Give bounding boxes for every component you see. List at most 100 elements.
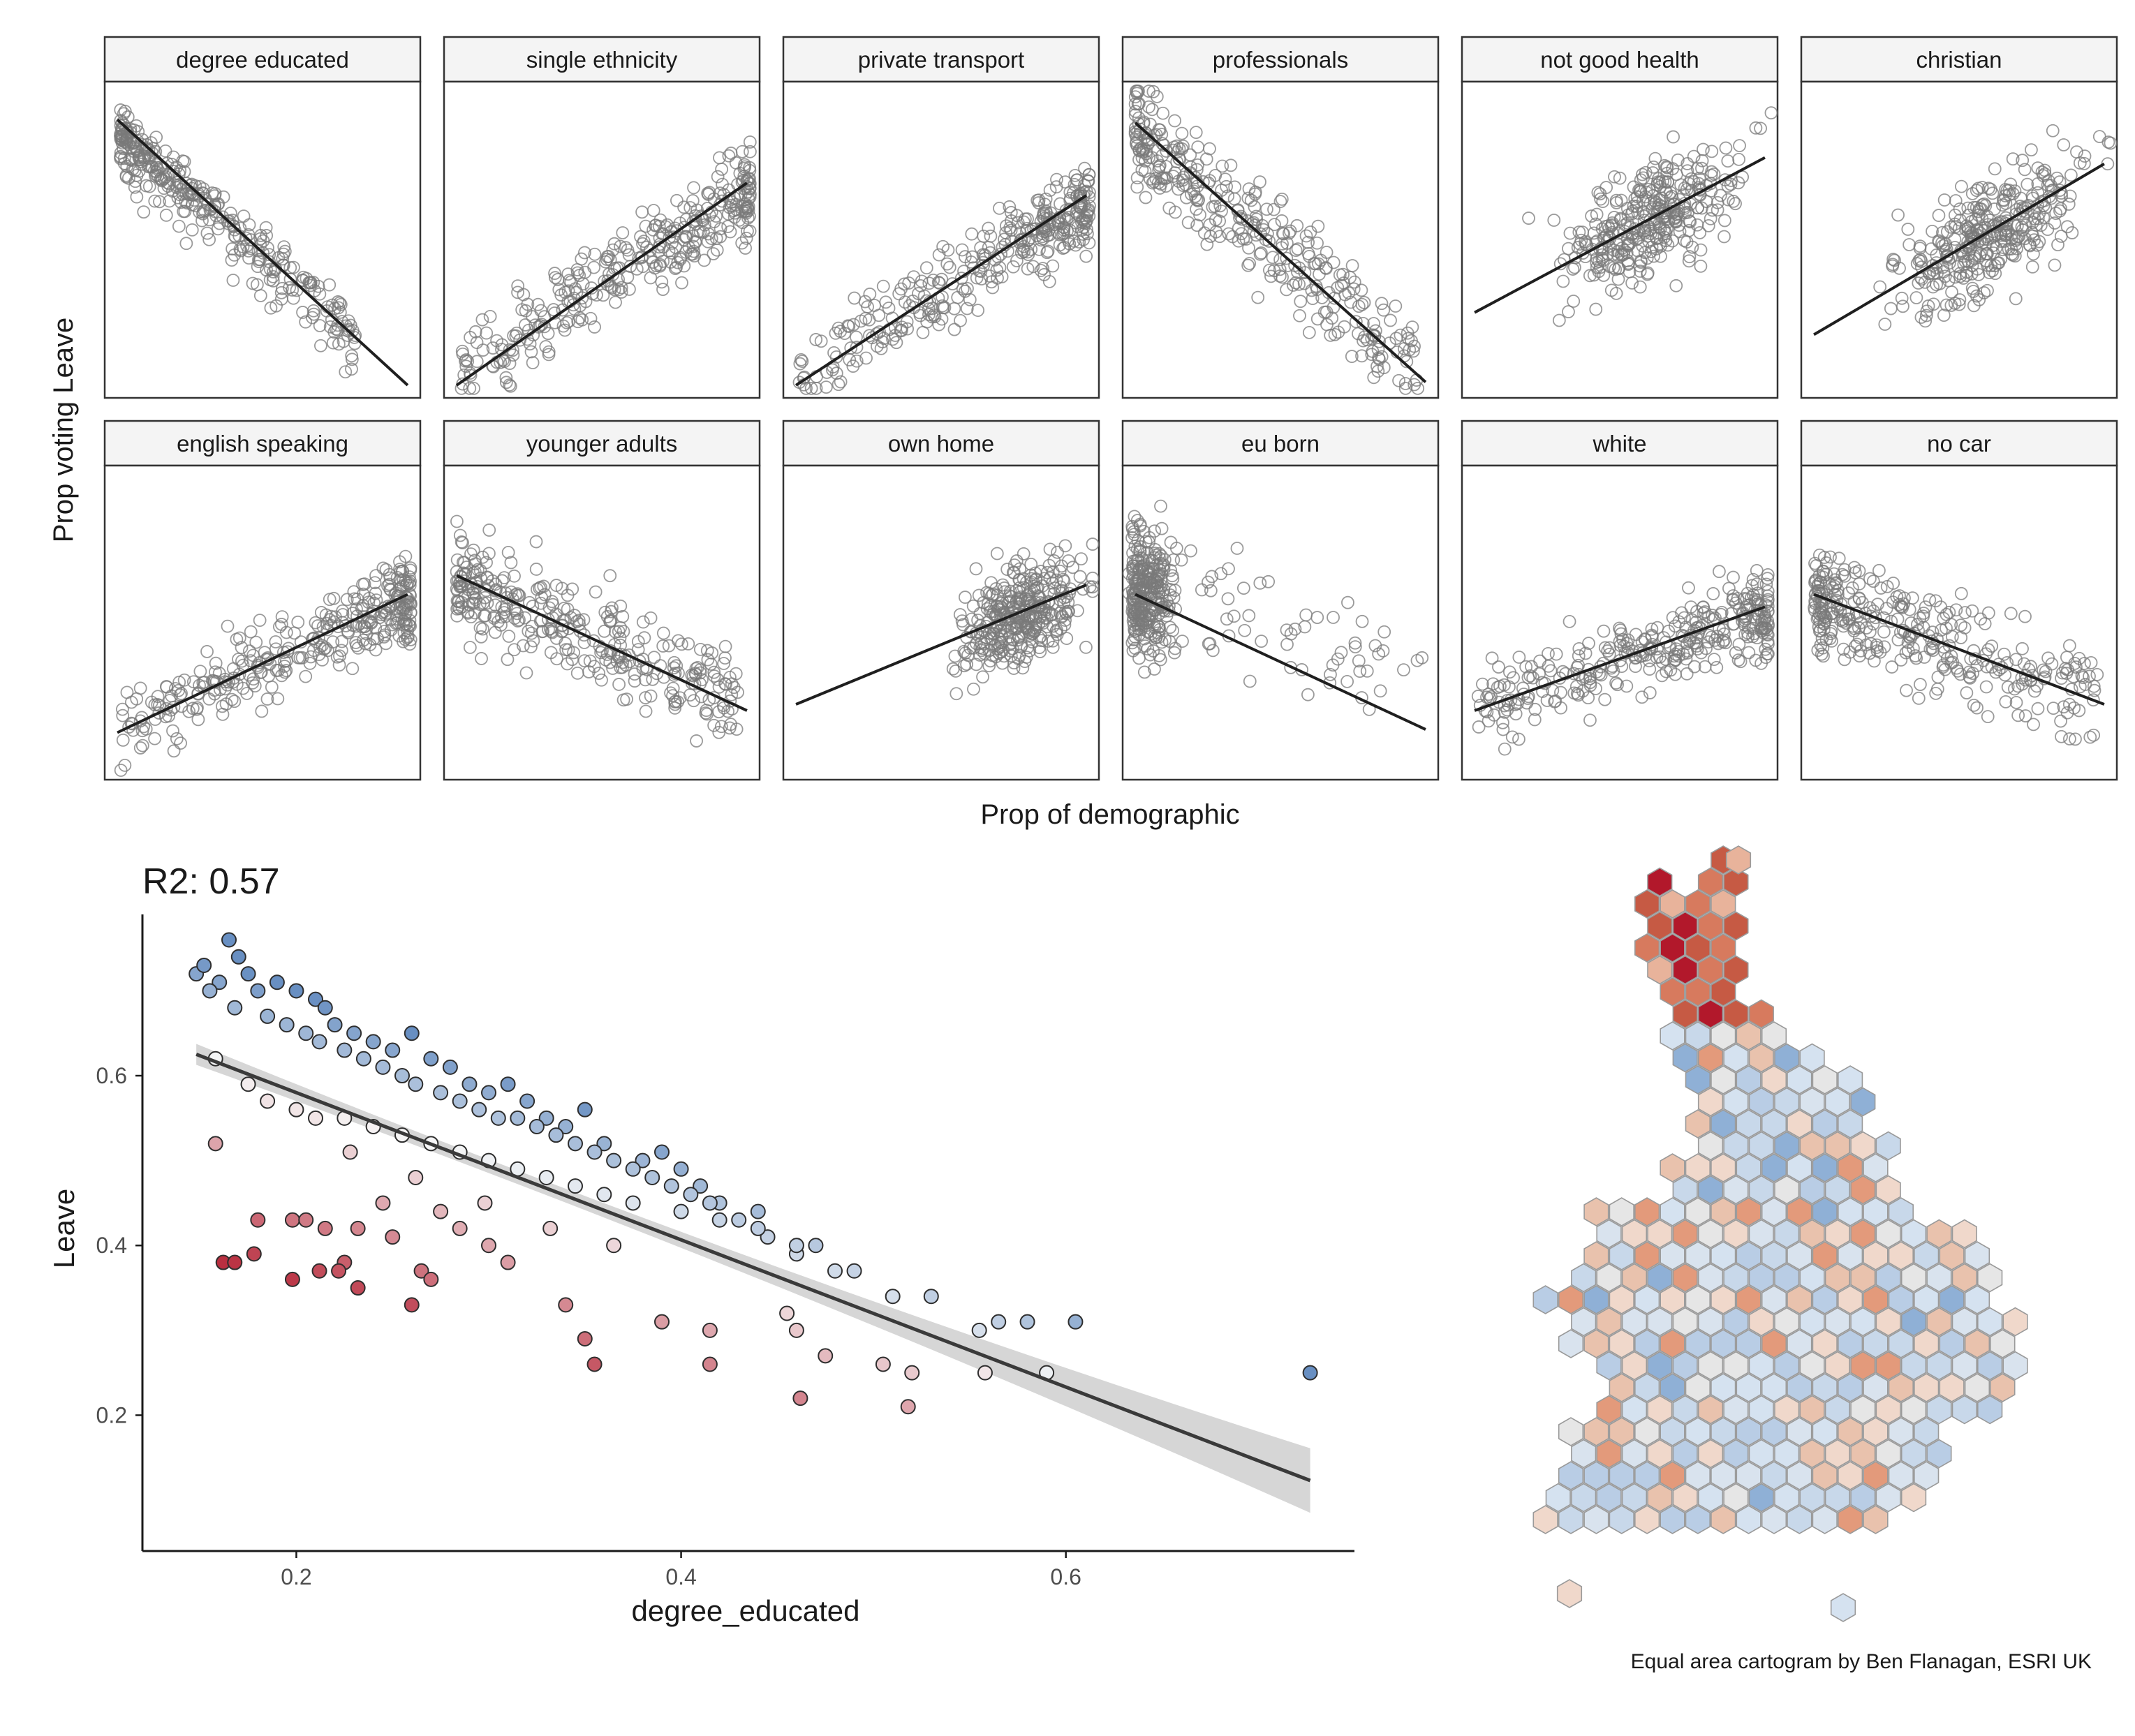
cartogram-hex <box>1748 1087 1774 1117</box>
facet-point <box>1347 275 1361 289</box>
cartogram-hex <box>1697 1175 1724 1205</box>
facet-point <box>1126 644 1140 658</box>
facet-point <box>1589 302 1603 316</box>
cartogram-hex <box>1824 1175 1850 1205</box>
facet-point <box>1932 234 1946 248</box>
facet-point <box>1074 215 1088 229</box>
facet-point <box>602 250 616 263</box>
facet-point <box>1273 262 1287 276</box>
data-point <box>702 1195 718 1211</box>
cartogram-hex <box>1711 1065 1736 1095</box>
facet-point <box>196 676 210 690</box>
facet-point <box>980 602 994 616</box>
facet-point <box>1759 621 1773 635</box>
facet-point <box>309 616 323 630</box>
facet-point <box>1000 563 1014 577</box>
facet-point <box>2016 641 2029 655</box>
cartogram-hex <box>1939 1285 1965 1314</box>
data-point <box>385 1229 401 1245</box>
facet-point <box>346 662 360 676</box>
facet-point <box>931 276 945 289</box>
data-point <box>284 1271 300 1287</box>
facet-point <box>191 713 205 727</box>
cartogram-hex <box>1748 1307 1774 1337</box>
cartogram-hex <box>1875 1395 1901 1425</box>
facet-point <box>1520 696 1534 710</box>
facet-point <box>1310 312 1324 326</box>
facet-point <box>1719 141 1733 155</box>
facet-point <box>1992 658 2006 672</box>
facet-point <box>639 219 653 233</box>
facet-point <box>230 632 244 646</box>
facet-point <box>1522 212 1535 225</box>
cartogram-hex <box>1725 845 1752 875</box>
facet-point <box>741 224 754 238</box>
cartogram-hex <box>1787 1329 1812 1358</box>
cartogram-hex <box>1685 933 1711 963</box>
facet-point <box>1633 259 1647 273</box>
cartogram-hex <box>1787 1505 1812 1534</box>
facet-point <box>1652 226 1666 240</box>
facet-point <box>990 263 1004 277</box>
cartogram-hex <box>1736 1505 1761 1534</box>
facet-point <box>1967 644 1981 658</box>
facet-point <box>1997 647 2011 661</box>
facet-point <box>603 569 617 583</box>
facet-point <box>1479 704 1492 718</box>
data-point <box>818 1348 834 1364</box>
facet-point <box>1885 660 1899 674</box>
facet-point <box>1125 531 1139 544</box>
facet-point <box>399 632 412 646</box>
cartogram-hex <box>1685 1461 1711 1490</box>
facet-point <box>308 284 322 297</box>
facet-point <box>951 290 965 304</box>
data-point <box>442 1059 458 1075</box>
facet-point <box>1053 228 1067 242</box>
cartogram-hex <box>1685 1109 1711 1138</box>
facet-point <box>733 166 747 180</box>
facet-point <box>1405 320 1419 334</box>
facet-point <box>1224 158 1238 172</box>
facet-point <box>743 135 757 149</box>
facet-point <box>2078 657 2091 670</box>
facet-point <box>646 672 660 686</box>
facet-point <box>1630 244 1644 258</box>
data-point <box>311 1034 327 1050</box>
data-point <box>673 1161 689 1177</box>
facet-point <box>128 175 142 188</box>
cartogram-hex <box>1838 1505 1863 1534</box>
facet-point <box>1901 223 1915 236</box>
facet-point <box>2069 732 2082 746</box>
facet-point <box>957 644 971 658</box>
facet-point <box>2088 683 2101 697</box>
facet-point <box>1275 214 1289 228</box>
facet-point <box>1365 348 1379 362</box>
facet-point <box>722 149 736 163</box>
data-point <box>202 983 218 999</box>
data-point <box>298 1025 314 1041</box>
facet-point <box>276 646 290 660</box>
facet-point <box>1144 648 1157 662</box>
facet-point <box>464 610 478 624</box>
facet-point <box>1815 586 1829 600</box>
facet-point <box>713 151 726 165</box>
facet-point <box>1190 218 1204 232</box>
data-point <box>471 1101 487 1118</box>
facet-point <box>1248 187 1262 201</box>
facet-point <box>601 274 615 288</box>
facet-point <box>1283 226 1296 240</box>
data-point <box>606 1238 622 1254</box>
cartogram-hex <box>1824 1395 1850 1425</box>
facet-point <box>1080 227 1094 241</box>
facet-point <box>1004 223 1018 237</box>
facet-point <box>1916 621 1930 635</box>
data-point <box>606 1152 622 1169</box>
facet-point <box>1870 638 1884 652</box>
facet-point <box>1140 545 1154 559</box>
facet-point <box>1081 174 1095 188</box>
facet-point <box>1919 600 1933 614</box>
facet-point <box>1251 290 1265 304</box>
data-point <box>196 957 212 973</box>
cartogram-hex <box>1761 1461 1787 1490</box>
cartogram-hex <box>1951 1219 1977 1249</box>
